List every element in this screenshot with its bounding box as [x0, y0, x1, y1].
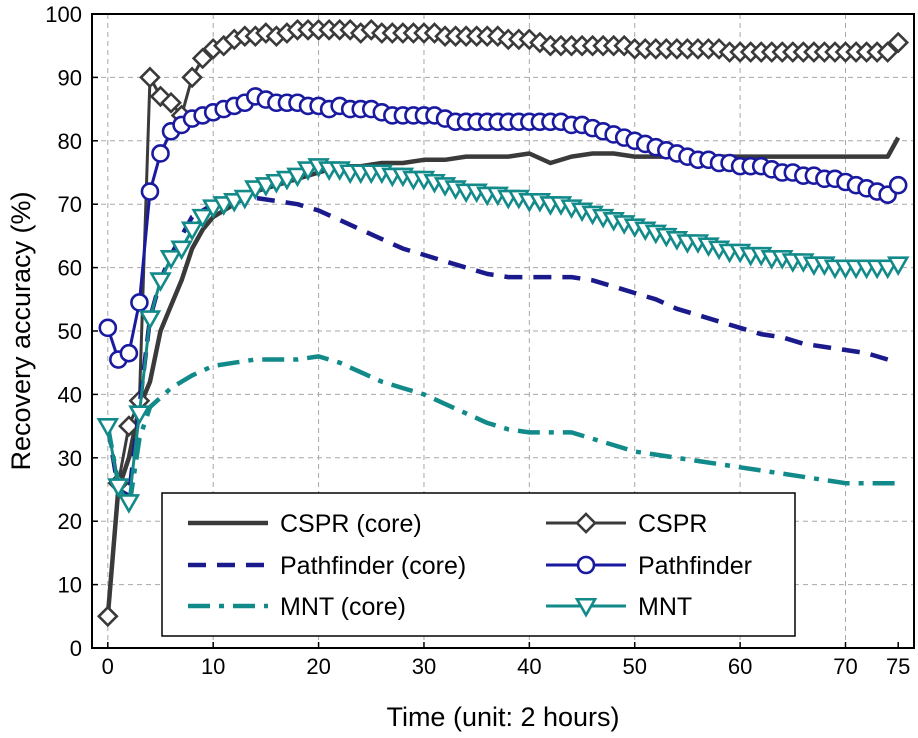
series-line — [105, 195, 899, 499]
x-tick-label: 50 — [622, 654, 646, 679]
legend-entry: Pathfinder — [546, 552, 752, 580]
data-point — [96, 418, 120, 438]
data-point — [107, 478, 130, 498]
y-tick-label: 80 — [58, 129, 82, 154]
series-mnt — [96, 158, 910, 514]
legend-marker — [574, 597, 598, 618]
legend-entry: Pathfinder (core) — [188, 552, 466, 580]
data-point — [887, 31, 910, 54]
series-pathfinder — [98, 87, 908, 369]
series-line — [106, 164, 899, 504]
tick-labels: 0 10 20 30 40 50 60 70 80 90 100 0 10 20 30 40 50 60 70 75 — [45, 2, 910, 679]
y-tick-label: 100 — [45, 2, 82, 27]
legend-label: MNT — [638, 593, 692, 621]
legend-label: Pathfinder (core) — [280, 552, 466, 580]
y-tick-label: 0 — [70, 636, 82, 661]
legend-label: CSPR — [638, 510, 707, 538]
series-line — [105, 354, 899, 511]
y-tick-label: 90 — [58, 65, 82, 90]
x-tick-label: 70 — [833, 654, 857, 679]
data-point — [181, 66, 203, 89]
y-tick-label: 50 — [58, 319, 82, 344]
y-tick-label: 40 — [58, 382, 82, 407]
y-tick-label: 20 — [58, 509, 82, 534]
data-point — [191, 208, 214, 229]
y-tick-label: 60 — [58, 256, 82, 281]
x-tick-label: 40 — [517, 654, 541, 679]
data-point — [149, 272, 172, 292]
data-point — [876, 41, 899, 63]
y-axis-title: Recovery accuracy (%) — [6, 191, 36, 470]
data-point — [286, 167, 309, 188]
series-mnt-core — [105, 354, 899, 511]
legend-label: CSPR (core) — [280, 510, 422, 538]
legend-marker — [575, 512, 597, 534]
x-tick-label: 20 — [306, 654, 330, 679]
y-tick-label: 10 — [58, 573, 82, 598]
legend-marker — [576, 555, 596, 575]
legend-label: MNT (core) — [280, 593, 406, 621]
x-tick-label: 0 — [102, 654, 114, 679]
series-cspr-core — [105, 136, 901, 617]
x-tick-label: 10 — [201, 654, 225, 679]
series-layer — [96, 19, 910, 628]
x-tick-label: 75 — [886, 654, 910, 679]
legend-box — [161, 492, 796, 637]
data-point — [117, 494, 141, 514]
data-point — [118, 415, 140, 437]
legend-label: Pathfinder — [638, 552, 752, 580]
data-point — [140, 182, 160, 201]
x-tick-label: 30 — [412, 654, 436, 679]
legend-entry: MNT (core) — [188, 593, 406, 621]
data-point — [138, 310, 162, 330]
series-pathfinder-core — [105, 195, 899, 499]
series-line — [105, 136, 901, 617]
legend-entry: MNT — [546, 593, 692, 621]
data-point — [159, 250, 183, 270]
y-tick-label: 30 — [58, 446, 82, 471]
data-point — [888, 175, 908, 195]
data-point — [151, 144, 170, 163]
data-point — [96, 605, 119, 628]
data-point — [139, 66, 161, 89]
x-axis-title: Time (unit: 2 hours) — [386, 702, 619, 732]
data-point — [170, 240, 193, 261]
x-tick-label: 60 — [728, 654, 752, 679]
data-point — [128, 405, 151, 426]
data-point — [119, 343, 139, 363]
y-tick-label: 70 — [58, 192, 82, 217]
data-point — [233, 189, 257, 210]
series-line — [106, 94, 900, 361]
series-cspr — [96, 19, 910, 628]
legend-entry: CSPR (core) — [188, 510, 422, 538]
data-point — [191, 47, 214, 70]
data-point — [98, 318, 118, 338]
data-point — [130, 293, 149, 312]
data-point — [180, 221, 204, 242]
legend-entry: CSPR — [546, 510, 707, 538]
data-point — [160, 91, 182, 114]
legend: CSPR (core) CSPR Pathfinder (core) Pathfind… — [161, 492, 796, 637]
data-point — [886, 256, 910, 277]
